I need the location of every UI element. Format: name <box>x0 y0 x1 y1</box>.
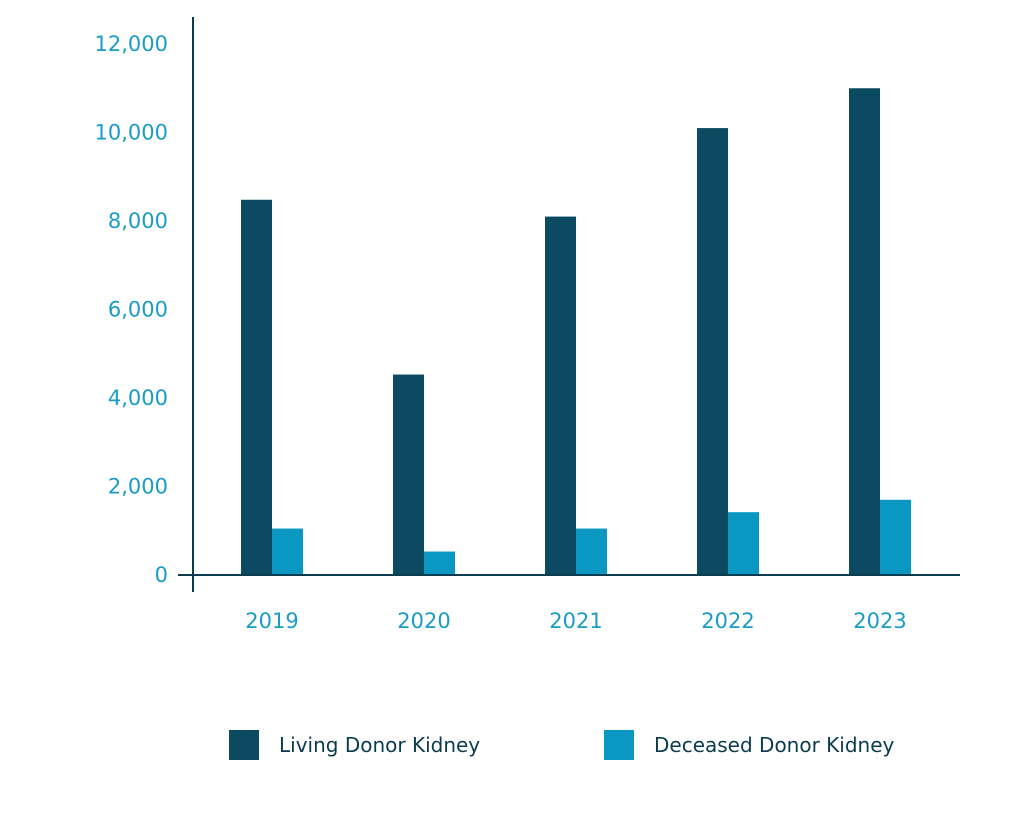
x-tick-label: 2019 <box>245 609 298 633</box>
y-tick-label: 0 <box>155 563 168 587</box>
bar-deceased-2021 <box>576 528 607 575</box>
x-tick-label: 2022 <box>701 609 754 633</box>
x-tick-label: 2021 <box>549 609 602 633</box>
legend: Living Donor Kidney Deceased Donor Kidney <box>229 730 895 760</box>
y-axis-ticks: 0 2,000 4,000 6,000 8,000 10,000 12,000 <box>95 32 168 587</box>
bar-living-2020 <box>393 374 424 575</box>
bar-deceased-2020 <box>424 551 455 575</box>
legend-label: Deceased Donor Kidney <box>654 733 895 757</box>
y-tick-label: 4,000 <box>108 386 168 410</box>
bars <box>241 88 911 575</box>
y-tick-label: 8,000 <box>108 209 168 233</box>
y-tick-label: 2,000 <box>108 475 168 499</box>
x-axis-ticks: 2019 2020 2021 2022 2023 <box>245 609 906 633</box>
bar-living-2023 <box>849 88 880 575</box>
x-tick-label: 2020 <box>397 609 450 633</box>
bar-living-2022 <box>697 128 728 575</box>
bar-deceased-2022 <box>728 512 759 575</box>
legend-swatch <box>229 730 259 760</box>
x-tick-label: 2023 <box>853 609 906 633</box>
legend-label: Living Donor Kidney <box>279 733 480 757</box>
y-tick-label: 10,000 <box>95 121 168 145</box>
y-tick-label: 12,000 <box>95 32 168 56</box>
bar-living-2019 <box>241 199 272 575</box>
legend-swatch <box>604 730 634 760</box>
bar-deceased-2023 <box>880 499 911 575</box>
bar-deceased-2019 <box>272 528 303 575</box>
bar-living-2021 <box>545 216 576 575</box>
y-tick-label: 6,000 <box>108 298 168 322</box>
